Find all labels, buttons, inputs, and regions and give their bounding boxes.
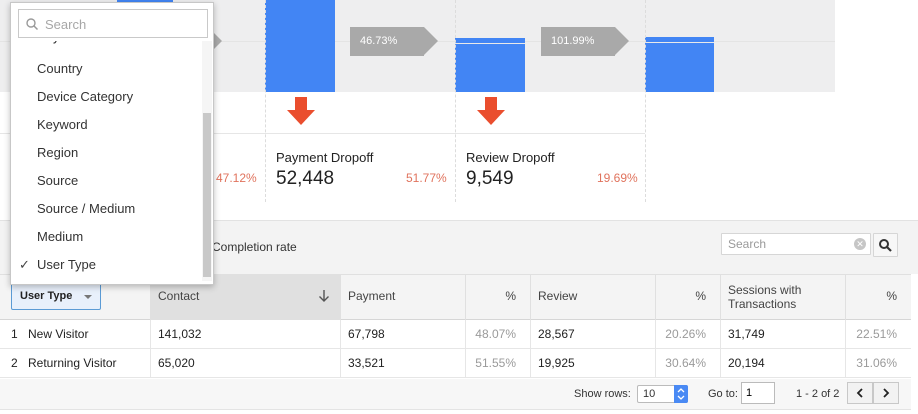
funnel-bar-review-marker	[455, 43, 525, 44]
funnel-bar-transactions	[645, 37, 714, 92]
show-rows-select[interactable]: 10	[637, 385, 688, 403]
chevron-left-icon	[856, 388, 863, 398]
dropdown-item-region[interactable]: Region	[37, 145, 79, 160]
funnel-bar-review	[455, 38, 525, 92]
payment-dropoff-value: 52,448	[276, 168, 335, 189]
dropdown-search-field	[18, 9, 208, 38]
cell-payment-percent: 51.55%	[465, 349, 530, 377]
previous-page-button[interactable]	[847, 382, 873, 404]
cell-contact: 141,032	[150, 320, 340, 348]
dropdown-scrollbar-thumb[interactable]	[203, 113, 211, 277]
table-search-field: ✕	[721, 233, 871, 255]
cell-review: 28,567	[530, 320, 655, 348]
cell-payment: 33,521	[340, 349, 465, 377]
cell-payment: 67,798	[340, 320, 465, 348]
cell-contact: 65,020	[150, 349, 340, 377]
conversion-rate-tag-2: 101.99%	[541, 27, 629, 56]
dropdown-item-source[interactable]: Source	[37, 173, 79, 188]
cell-payment-percent: 48.07%	[465, 320, 530, 348]
cell-user-type[interactable]: 1 New Visitor	[11, 327, 89, 341]
primary-dimension-button[interactable]: User Type	[11, 283, 101, 310]
cell-sessions-percent: 22.51%	[845, 320, 911, 348]
column-header-sessions[interactable]: Sessions with Transactions	[720, 275, 845, 320]
dropoff-arrow-icon	[287, 97, 315, 125]
review-dropoff-title: Review Dropoff	[466, 150, 555, 165]
table-header: Contact Payment % Review % Sessions with…	[0, 274, 911, 320]
table-row: 1 New Visitor 141,032 67,798 48.07% 28,56…	[0, 320, 911, 349]
search-icon	[26, 18, 39, 31]
dropdown-item-user-type[interactable]: ✓ User Type	[11, 251, 201, 279]
table-search-input[interactable]	[722, 234, 850, 254]
cell-sessions: 31,749	[720, 320, 845, 348]
dropdown-item-medium[interactable]: Medium	[37, 229, 84, 244]
chevron-right-icon	[883, 388, 890, 398]
payment-dropoff-percent: 51.77%	[406, 171, 447, 185]
dropdown-search-input[interactable]	[43, 15, 203, 33]
clear-search-icon[interactable]: ✕	[854, 238, 866, 250]
funnel-divider	[645, 0, 646, 202]
show-rows-label: Show rows:	[574, 388, 631, 400]
search-button[interactable]	[873, 233, 898, 257]
search-icon	[879, 239, 892, 252]
goto-label: Go to:	[708, 388, 738, 400]
dropdown-item-device-category[interactable]: Device Category	[37, 89, 134, 104]
column-header-payment[interactable]: Payment	[340, 275, 465, 320]
column-header-payment-percent[interactable]: %	[465, 275, 530, 320]
completion-rate-label[interactable]: Completion rate	[212, 240, 297, 254]
checkmark-icon: ✓	[19, 257, 30, 272]
sort-descending-icon	[319, 290, 329, 302]
dropoff-separator	[0, 133, 645, 134]
contact-dropoff-percent: 47.12%	[216, 171, 257, 185]
conversion-rate-tag-1: 46.73%	[350, 27, 438, 56]
dropdown-item-source-medium[interactable]: Source / Medium	[37, 201, 136, 216]
funnel-divider	[455, 0, 456, 202]
table-row: 2 Returning Visitor 65,020 33,521 51.55% …	[0, 349, 911, 378]
review-dropoff-value: 9,549	[466, 168, 514, 189]
next-page-button[interactable]	[873, 382, 899, 404]
funnel-bar-transactions-marker	[645, 42, 714, 43]
cell-user-type[interactable]: 2 Returning Visitor	[11, 356, 117, 370]
pagination-range: 1 - 2 of 2	[796, 388, 840, 400]
chevron-down-icon	[84, 295, 92, 299]
spinner-icon	[674, 385, 688, 403]
cell-sessions-percent: 31.06%	[845, 349, 911, 377]
dropdown-item-country[interactable]: Country	[37, 61, 83, 76]
dropoff-arrow-icon	[477, 97, 505, 125]
payment-dropoff-title: Payment Dropoff	[276, 150, 374, 165]
goto-page-input[interactable]	[741, 382, 775, 404]
cell-review-percent: 30.64%	[655, 349, 720, 377]
cell-review-percent: 20.26%	[655, 320, 720, 348]
dimension-dropdown: City Country Device Category Keyword Reg…	[10, 2, 214, 285]
column-header-sessions-percent[interactable]: %	[845, 275, 911, 320]
dropdown-list: City Country Device Category Keyword Reg…	[11, 41, 201, 281]
funnel-bar-payment	[265, 0, 335, 92]
column-header-review-percent[interactable]: %	[655, 275, 720, 320]
cell-review: 19,925	[530, 349, 655, 377]
review-dropoff-percent: 19.69%	[597, 171, 638, 185]
dropdown-item-city[interactable]: City	[11, 41, 201, 51]
funnel-divider	[265, 0, 266, 202]
cell-sessions: 20,194	[720, 349, 845, 377]
column-header-review[interactable]: Review	[530, 275, 655, 320]
table-footer: Show rows: 10 Go to: 1 - 2 of 2	[0, 379, 911, 410]
dropdown-item-keyword[interactable]: Keyword	[37, 117, 88, 132]
